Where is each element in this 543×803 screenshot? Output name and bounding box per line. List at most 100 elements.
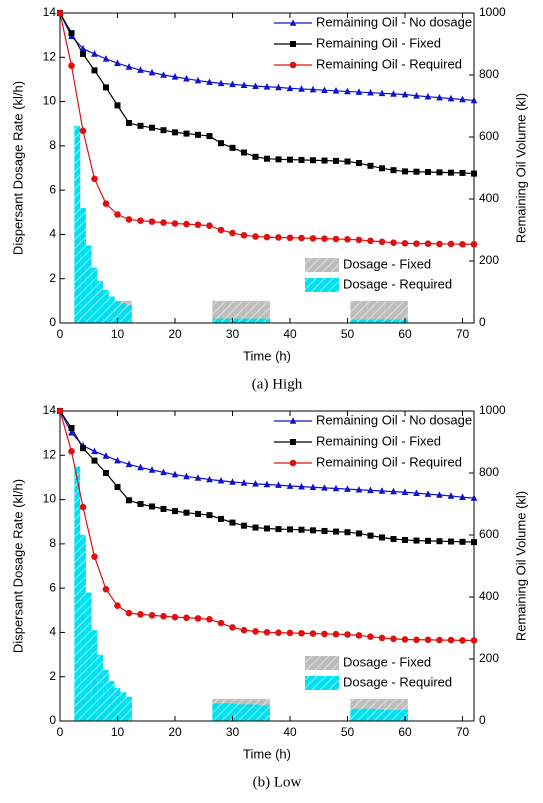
y2-tick-label: 600 [479,527,499,541]
bar [379,709,385,721]
marker-circle [332,235,340,243]
marker-square [275,156,282,163]
marker-triangle [160,468,167,476]
marker-triangle [286,482,294,489]
y2-tick-label: 400 [479,589,499,603]
legend-swatch [305,656,339,670]
marker-square [229,144,236,151]
bar [212,300,219,323]
marker-square [114,102,121,109]
legend-label: Remaining Oil - Required [316,454,462,469]
bar [373,319,380,323]
marker-square [298,526,305,533]
marker-square [344,529,351,536]
marker-triangle [355,485,363,493]
marker-square [448,538,454,545]
marker-square [103,470,109,476]
marker-circle [194,615,202,622]
marker-triangle [332,87,340,94]
y2-tick-label: 200 [479,253,499,267]
marker-square [290,41,296,47]
x-tick-label: 70 [456,327,470,341]
bar [356,319,362,323]
marker-triangle [298,85,305,92]
y-tick-label: 4 [49,625,56,639]
bar [114,300,121,323]
marker-circle [252,233,259,240]
marker-square [310,527,316,534]
marker-square [321,157,328,164]
marker-square [206,133,213,140]
marker-triangle [102,452,110,459]
marker-triangle [286,84,294,92]
x-tick-label: 30 [226,327,240,341]
marker-circle [286,234,294,242]
marker-square [137,501,144,507]
x-tick-label: 10 [111,327,125,341]
x-tick-label: 50 [341,725,355,739]
marker-square [252,524,259,531]
bar [264,300,270,323]
bar [223,318,230,323]
legend-label: Remaining Oil - No dosage [316,412,472,427]
marker-triangle [401,90,409,98]
marker-triangle [378,487,386,494]
marker-square [68,30,75,37]
marker-circle [459,637,466,644]
marker-square [229,519,236,526]
marker-triangle [390,487,397,495]
marker-triangle [125,460,133,468]
marker-triangle [332,484,340,492]
x-tick-label: 0 [57,725,64,739]
marker-circle [114,602,121,609]
marker-circle [183,614,190,622]
marker-square [252,153,259,160]
marker-triangle [344,485,351,492]
marker-square [448,169,454,176]
y2-tick-label: 800 [479,465,499,479]
marker-circle [102,200,110,207]
marker-square [149,503,155,510]
marker-triangle [194,76,202,84]
marker-circle [91,553,98,560]
marker-square [402,536,408,543]
x-tick-label: 0 [57,327,64,341]
marker-square [367,162,374,169]
bar [350,300,357,323]
bar [108,296,115,323]
line [60,411,474,543]
marker-triangle [321,86,328,93]
marker-square [356,160,362,167]
bar [218,703,224,721]
bar [246,704,253,721]
marker-triangle [79,44,87,52]
y-tick-label: 0 [49,713,56,727]
marker-square [287,156,293,163]
bar [218,318,224,323]
marker-circle [298,629,305,637]
marker-triangle [470,96,478,104]
marker-circle [79,127,87,135]
marker-circle [378,634,386,642]
marker-circle [68,448,75,455]
bar [246,318,253,323]
marker-triangle [206,475,213,483]
bar [85,592,92,721]
marker-square [241,522,247,529]
marker-circle [125,216,133,223]
bar [361,319,368,323]
bar [103,289,109,323]
marker-square [103,84,109,91]
marker-triangle [240,81,248,89]
y-tick-label: 0 [49,315,56,329]
legend-swatch [305,258,339,272]
marker-triangle [68,428,75,436]
caption: (b) Low [253,774,302,790]
marker-circle [160,219,167,226]
y-tick-label: 14 [43,5,57,19]
marker-square [68,425,75,432]
bar [97,654,104,721]
bar [108,681,115,721]
marker-circle [459,240,466,248]
marker-circle [321,630,328,638]
